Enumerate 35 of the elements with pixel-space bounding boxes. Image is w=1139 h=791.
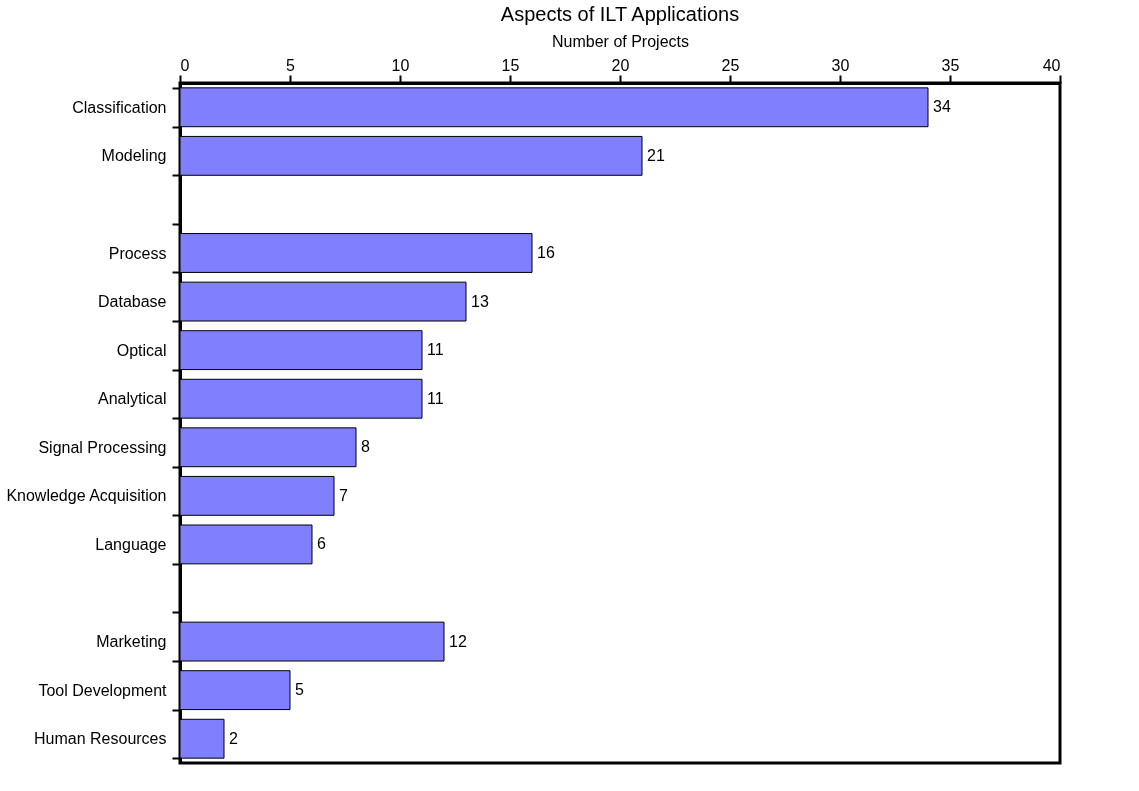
data-label: 7 — [339, 486, 348, 504]
x-tick-label: 20 — [611, 56, 630, 74]
x-tick-label: 25 — [721, 56, 740, 74]
data-label: 12 — [449, 632, 467, 650]
x-tick-label: 40 — [1042, 56, 1061, 74]
data-label: 11 — [427, 389, 444, 407]
x-tick-label: 30 — [831, 56, 850, 74]
data-label: 11 — [427, 341, 444, 359]
y-tick-label: Analytical — [98, 390, 167, 408]
y-tick-label: Tool Development — [38, 681, 168, 699]
data-label: 16 — [537, 244, 555, 261]
y-tick-label: Process — [108, 244, 167, 262]
data-label: 21 — [647, 146, 665, 164]
x-axis-title: Number of Projects — [552, 32, 689, 50]
chart-title: Aspects of ILT Applications — [500, 3, 740, 25]
y-tick-label: Knowledge Acquisition — [6, 487, 167, 505]
y-tick-label: Modeling — [101, 147, 167, 165]
x-tick-label: 15 — [501, 56, 520, 74]
data-label: 2 — [229, 729, 238, 747]
y-tick-label: Database — [98, 293, 167, 311]
y-tick-label: Language — [95, 535, 167, 553]
y-tick-label: Optical — [116, 341, 167, 359]
x-tick-label: 5 — [286, 56, 296, 74]
y-tick-label: Marketing — [96, 633, 167, 651]
x-tick-label: 0 — [180, 56, 190, 74]
data-label: 8 — [361, 438, 370, 456]
y-tick-label: Human Resources — [34, 730, 167, 748]
data-label: 6 — [317, 535, 326, 553]
x-tick-label: 10 — [391, 56, 410, 74]
y-tick-label: Classification — [72, 98, 167, 116]
data-label: 13 — [471, 292, 489, 310]
data-label: 5 — [295, 681, 304, 699]
data-label: 34 — [933, 98, 951, 116]
y-tick-label: Signal Processing — [38, 438, 167, 456]
x-tick-label: 35 — [941, 56, 960, 74]
